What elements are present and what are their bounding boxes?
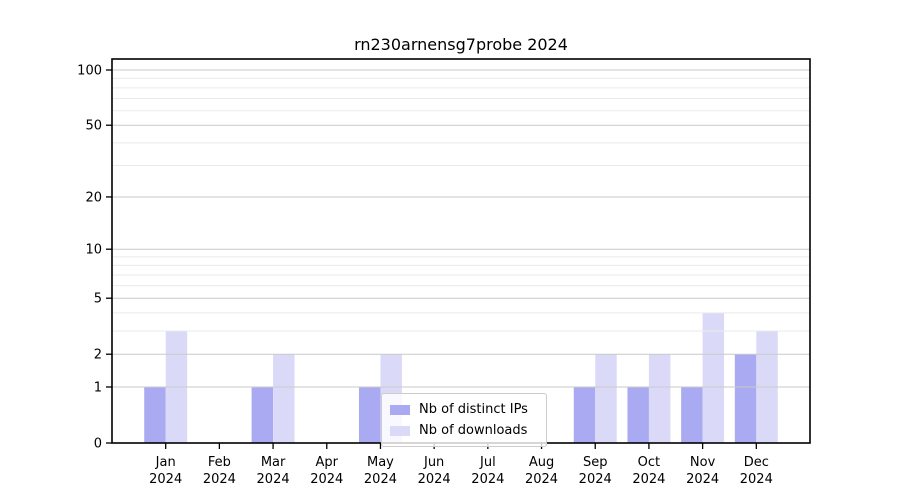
- x-tick-label-year: 2024: [740, 472, 773, 487]
- y-tick-label: 1: [94, 380, 102, 395]
- y-tick-label: 100: [77, 64, 102, 79]
- x-tick-label-year: 2024: [525, 472, 558, 487]
- x-tick-label-year: 2024: [257, 472, 290, 487]
- x-tick-label-month: Apr: [316, 455, 339, 470]
- x-tick-label-year: 2024: [203, 472, 236, 487]
- bar-downloads-nov: [702, 312, 725, 443]
- x-tick-label-year: 2024: [310, 472, 343, 487]
- x-tick-label-year: 2024: [149, 472, 182, 487]
- bar-distinct-ips-sep: [573, 386, 596, 443]
- x-tick-label-month: May: [367, 455, 394, 470]
- bar-distinct-ips-oct: [627, 386, 649, 443]
- legend-swatch-downloads: [390, 425, 410, 436]
- bar-downloads-mar: [273, 354, 295, 443]
- x-tick-label-month: Mar: [261, 455, 286, 470]
- x-tick-label-month: Dec: [744, 455, 769, 470]
- x-tick-label-month: Aug: [529, 455, 554, 470]
- x-tick-label-year: 2024: [686, 472, 719, 487]
- legend-label-distinct-ips: Nb of distinct IPs: [419, 402, 528, 417]
- bar-distinct-ips-jan: [144, 386, 166, 443]
- x-tick-label-month: Jan: [155, 455, 176, 470]
- y-tick-label: 0: [94, 437, 102, 452]
- y-tick-label: 20: [85, 190, 102, 205]
- y-tick-label: 2: [94, 348, 102, 363]
- bar-downloads-oct: [648, 354, 671, 443]
- chart-title: rn230arnensg7probe 2024: [354, 35, 568, 54]
- x-tick-label-year: 2024: [579, 472, 612, 487]
- bar-distinct-ips-may: [358, 386, 381, 443]
- bar-distinct-ips-dec: [734, 354, 757, 443]
- x-tick-label-year: 2024: [364, 472, 397, 487]
- x-tick-label-year: 2024: [418, 472, 451, 487]
- y-tick-label: 50: [85, 119, 102, 134]
- x-tick-label-year: 2024: [471, 472, 504, 487]
- bar-distinct-ips-mar: [251, 386, 274, 443]
- x-tick-label-month: Nov: [690, 455, 716, 470]
- legend-item-downloads: Nb of downloads: [390, 420, 538, 441]
- x-tick-label-month: Oct: [638, 455, 660, 470]
- bar-downloads-sep: [595, 354, 617, 443]
- x-tick-label-month: Jul: [479, 455, 496, 470]
- x-tick-label-month: Sep: [583, 455, 608, 470]
- legend-label-downloads: Nb of downloads: [419, 423, 528, 438]
- legend-item-distinct-ips: Nb of distinct IPs: [390, 399, 538, 420]
- bar-distinct-ips-nov: [681, 386, 703, 443]
- y-tick-label: 5: [94, 292, 102, 307]
- legend: Nb of distinct IPs Nb of downloads: [381, 393, 547, 447]
- legend-swatch-distinct-ips: [390, 404, 410, 415]
- y-tick-label: 10: [85, 243, 102, 258]
- x-tick-label-year: 2024: [632, 472, 665, 487]
- x-tick-label-month: Feb: [208, 455, 231, 470]
- x-tick-label-month: Jun: [423, 455, 444, 470]
